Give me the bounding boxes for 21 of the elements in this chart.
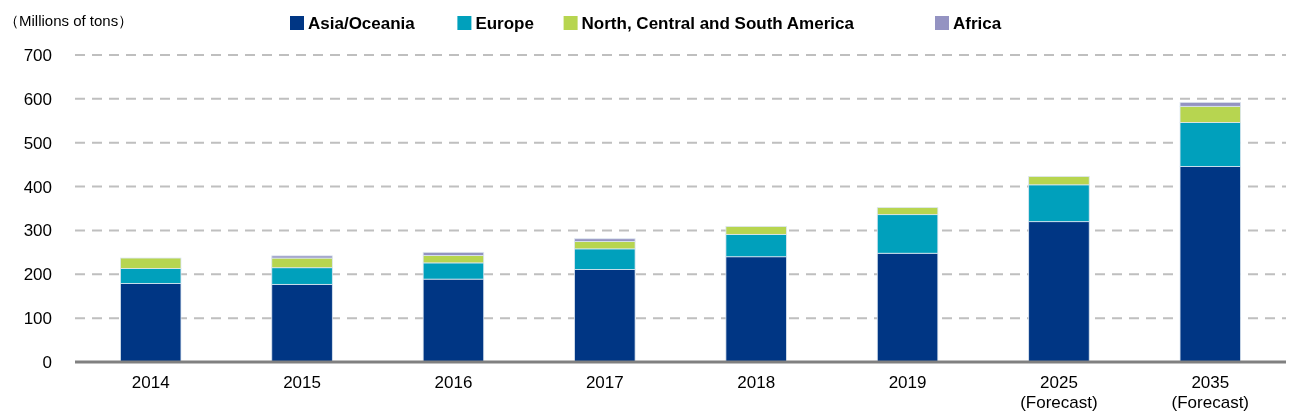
legend-label: Asia/Oceania xyxy=(308,14,416,33)
x-tick-label: 2019 xyxy=(888,373,927,392)
legend-label: Europe xyxy=(475,14,534,33)
y-tick-label: 0 xyxy=(42,352,52,372)
y-tick-label: 600 xyxy=(23,89,52,109)
x-tick-label: 2017 xyxy=(585,373,624,392)
y-tick-label: 300 xyxy=(23,221,52,241)
x-tick-label: 2018 xyxy=(737,373,776,392)
y-tick-label: 100 xyxy=(23,309,52,329)
legend-label: Africa xyxy=(953,14,1002,33)
x-tick-label: 2014 xyxy=(131,373,170,392)
y-tick-label: 400 xyxy=(23,177,52,197)
x-tick-label: 2015 xyxy=(283,373,321,392)
y-tick-label: 700 xyxy=(23,45,52,65)
legend-label: North, Central and South America xyxy=(581,14,855,33)
y-tick-label: 500 xyxy=(23,133,52,153)
x-tick-label: 2035 (Forecast) xyxy=(1171,373,1250,412)
y-axis-title: （Millions of tons） xyxy=(4,12,134,29)
x-tick-label: 2016 xyxy=(434,373,473,392)
x-tick-label: 2025 (Forecast) xyxy=(1020,373,1098,412)
y-tick-label: 200 xyxy=(23,265,52,285)
